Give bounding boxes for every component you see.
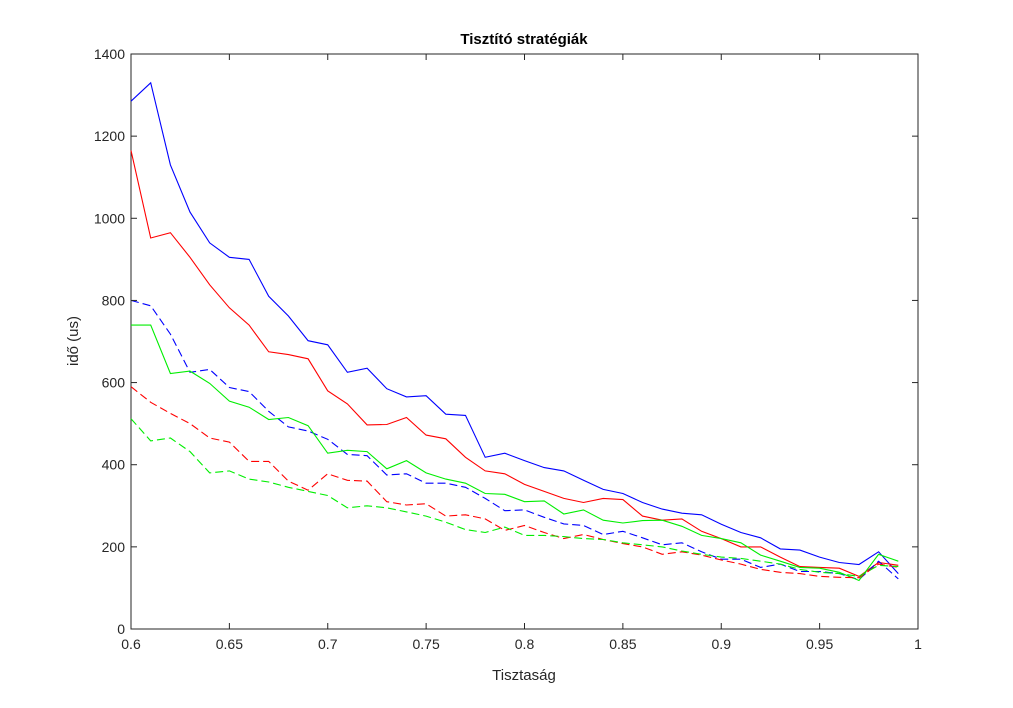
series-line-6 [130, 418, 899, 577]
y-tick-label: 200 [102, 539, 126, 555]
x-tick-label: 1 [914, 636, 922, 652]
y-tick-label: 600 [102, 375, 126, 391]
x-tick-label: 0.8 [515, 636, 535, 652]
chart-title: Tisztító stratégiák [460, 31, 588, 48]
x-tick-label: 0.85 [609, 636, 636, 652]
x-tick-label: 0.6 [121, 636, 141, 652]
plot-area [130, 53, 919, 630]
y-axis-label: idő (us) [65, 316, 82, 366]
y-tick-label: 400 [102, 457, 126, 473]
series-line-2 [130, 150, 899, 578]
y-tick-label: 1400 [94, 46, 125, 62]
y-tick-label: 1000 [94, 210, 125, 226]
tick-layer: 0.6 0.65 0.7 0.75 0.8 0.85 0.9 0.95 1 0 200 400 600 8… [94, 46, 922, 652]
y-tick-label: 0 [117, 621, 125, 637]
x-axis-label: Tisztaság [492, 667, 556, 684]
y-tick-label: 1200 [94, 128, 125, 144]
x-tick-label: 0.9 [712, 636, 732, 652]
series-layer [130, 81, 899, 582]
series-line-1 [130, 81, 899, 574]
series-line-3 [130, 299, 899, 581]
x-tick-label: 0.95 [806, 636, 833, 652]
x-tick-label: 0.75 [413, 636, 440, 652]
y-tick-label: 800 [102, 292, 126, 308]
x-tick-label: 0.65 [216, 636, 243, 652]
x-tick-label: 0.7 [318, 636, 338, 652]
series-line-4 [131, 324, 899, 582]
series-line-5 [130, 386, 899, 579]
